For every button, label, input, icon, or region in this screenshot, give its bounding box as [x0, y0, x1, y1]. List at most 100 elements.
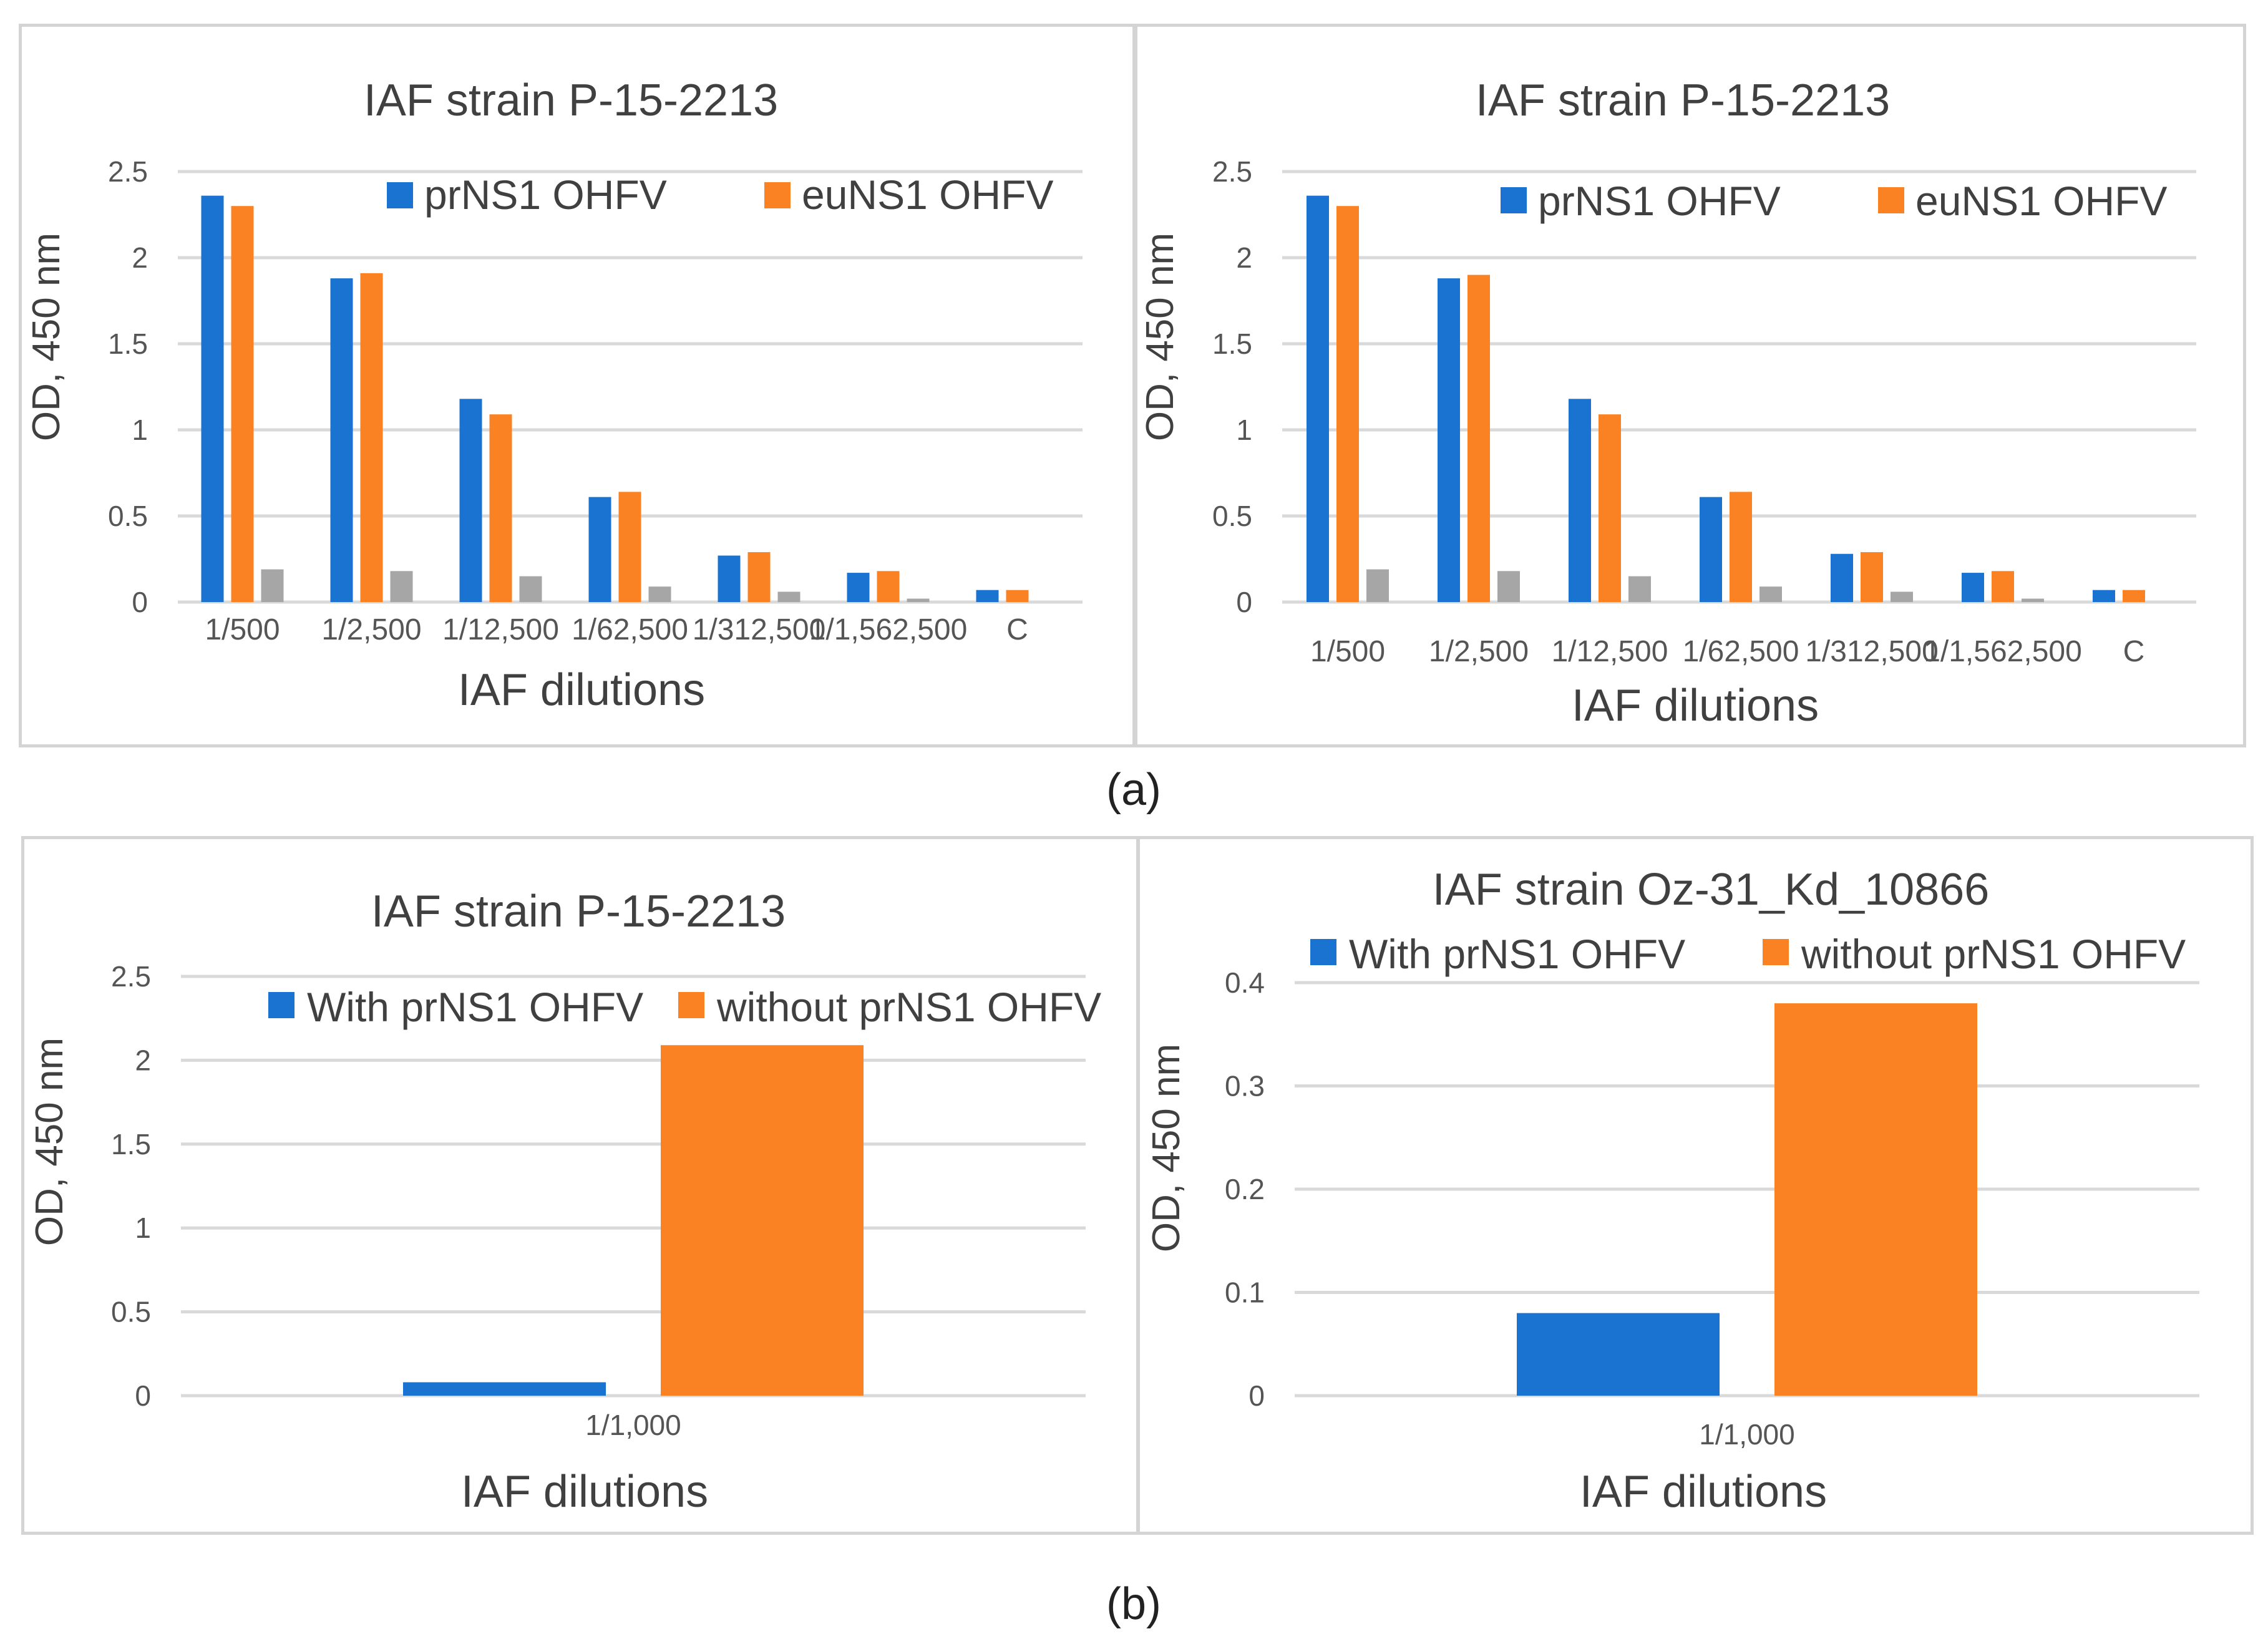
y-tick-label: 0: [1236, 586, 1252, 618]
bar-series-0: [847, 573, 870, 602]
y-tick-label: 0: [132, 586, 148, 618]
x-tick-label: 1/2,500: [1429, 635, 1529, 668]
y-axis-title: OD, 450 nm: [28, 1038, 71, 1246]
bar-series-1: [618, 492, 641, 602]
x-tick-label: 1/1,000: [1699, 1418, 1794, 1451]
bar-series-0: [201, 195, 224, 602]
y-tick-label: 2.5: [108, 155, 148, 188]
legend-swatch: [1878, 187, 1904, 213]
bar-series-1: [1467, 275, 1490, 603]
y-axis-title: OD, 450 nm: [1139, 233, 1182, 441]
bar-series-0: [459, 399, 482, 602]
y-tick-label: 1.5: [1212, 328, 1252, 360]
bar-series-1: [1861, 552, 1883, 602]
chart-title: IAF strain P-15-2213: [364, 75, 778, 125]
x-axis-title: IAF dilutions: [1580, 1467, 1827, 1517]
bar-series-1: [1599, 414, 1621, 602]
bar-series-2: [390, 571, 413, 602]
bar-series-0: [1438, 278, 1460, 602]
x-tick-label: 1/62,500: [1683, 635, 1799, 668]
y-tick-label: 1.5: [111, 1128, 151, 1160]
bar-series-0: [1569, 399, 1591, 602]
legend-swatch: [764, 182, 791, 208]
bar-series-2: [648, 586, 671, 602]
bar-series-0: [1962, 573, 1984, 602]
bar-series-1: [489, 414, 512, 602]
bar-series-0: [1831, 553, 1853, 602]
y-tick-label: 0.5: [111, 1296, 151, 1328]
bar-series-1: [1992, 571, 2014, 602]
bar-series-2: [777, 591, 801, 602]
y-tick-label: 2: [132, 241, 148, 274]
caption-a: (a): [1106, 765, 1161, 815]
legend-swatch: [1763, 939, 1789, 965]
y-tick-label: 0.1: [1225, 1277, 1265, 1309]
chart-panel-b-left: [21, 836, 1139, 1535]
y-tick-label: 1: [1236, 414, 1252, 446]
bar-series-2: [1628, 576, 1651, 602]
bar-series-0: [2093, 590, 2115, 602]
bar-series-1: [1006, 590, 1029, 602]
bar-series-2: [261, 569, 284, 602]
bar-without: [661, 1045, 864, 1396]
x-tick-label: 1/1,562,500: [1924, 635, 2082, 668]
bar-series-2: [1497, 571, 1520, 602]
bar-series-1: [360, 273, 383, 603]
bar-with: [403, 1382, 606, 1396]
y-tick-label: 2.5: [111, 960, 151, 993]
x-tick-label: 1/500: [205, 613, 280, 646]
y-tick-label: 0.5: [108, 500, 148, 532]
legend-label: prNS1 OHFV: [1538, 178, 1781, 224]
chart-title: IAF strain Oz-31_Kd_10866: [1433, 865, 1990, 915]
bar-series-1: [747, 552, 771, 602]
y-tick-label: 1.5: [108, 328, 148, 360]
bar-series-1: [1336, 206, 1359, 602]
x-axis-title: IAF dilutions: [461, 1467, 708, 1517]
bar-series-0: [330, 278, 353, 602]
legend-label: With prNS1 OHFV: [307, 984, 643, 1030]
legend-label: without prNS1 OHFV: [1801, 931, 2186, 977]
x-tick-label: C: [1006, 613, 1028, 646]
legend-swatch: [387, 182, 413, 208]
bar-series-1: [231, 206, 254, 602]
bar-series-0: [976, 590, 999, 602]
bar-series-2: [1759, 586, 1782, 602]
x-tick-label: 1/1,562,500: [809, 613, 968, 646]
x-tick-label: 1/12,500: [442, 613, 559, 646]
x-tick-label: C: [2123, 635, 2145, 668]
y-tick-label: 2: [1236, 241, 1252, 274]
x-tick-label: 1/312,500: [1805, 635, 1939, 668]
bar-series-2: [1366, 569, 1389, 602]
legend-swatch: [1310, 939, 1336, 965]
y-tick-label: 0.4: [1225, 966, 1265, 999]
chart-title: IAF strain P-15-2213: [371, 887, 786, 936]
y-axis-title: OD, 450 nm: [1145, 1044, 1188, 1252]
y-axis-title: OD, 450 nm: [25, 233, 68, 441]
y-tick-label: 2.5: [1212, 155, 1252, 188]
legend-label: With prNS1 OHFV: [1349, 931, 1685, 977]
x-tick-label: 1/12,500: [1552, 635, 1668, 668]
legend-swatch: [268, 992, 294, 1018]
bar-without: [1774, 1003, 1977, 1396]
y-tick-label: 0: [135, 1379, 151, 1412]
bar-series-1: [877, 571, 900, 602]
y-tick-label: 0.5: [1212, 500, 1252, 532]
bar-series-0: [718, 555, 741, 602]
caption-b: (b): [1106, 1579, 1161, 1629]
bar-series-1: [2123, 590, 2145, 602]
x-tick-label: 1/500: [1310, 635, 1385, 668]
y-tick-label: 1: [132, 414, 148, 446]
legend-label: euNS1 OHFV: [1915, 178, 2167, 224]
bar-series-0: [1700, 497, 1722, 602]
x-tick-label: 1/312,500: [693, 613, 826, 646]
legend-label: without prNS1 OHFV: [716, 984, 1101, 1030]
bar-series-2: [907, 598, 930, 602]
x-axis-title: IAF dilutions: [458, 665, 705, 715]
y-tick-label: 2: [135, 1044, 151, 1076]
legend-label: prNS1 OHFV: [424, 172, 667, 218]
y-tick-label: 0.2: [1225, 1173, 1265, 1205]
chart-title: IAF strain P-15-2213: [1476, 75, 1890, 125]
bar-series-2: [2022, 598, 2044, 602]
bar-series-0: [588, 497, 611, 602]
